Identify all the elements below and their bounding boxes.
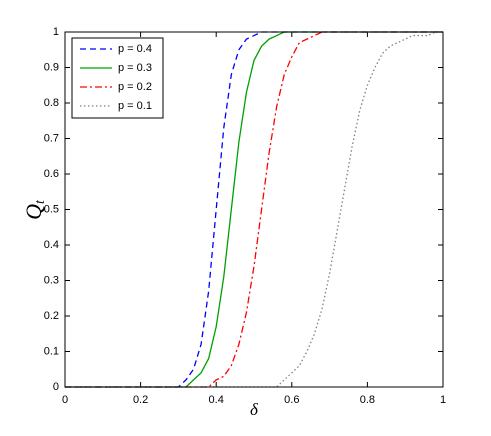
y-tick-label: 0.1 [44, 345, 59, 357]
y-tick-label: 0.5 [44, 203, 59, 215]
legend-box [71, 37, 164, 119]
x-tick-label: 0 [62, 394, 68, 406]
y-tick-label: 0.8 [44, 97, 59, 109]
x-tick-label: 1 [440, 394, 446, 406]
legend: p = 0.4 p = 0.3 p = 0.2 p = 0.1 [71, 37, 164, 119]
y-tick-label: 0.6 [44, 168, 59, 180]
y-tick-label: 0.9 [44, 61, 59, 73]
x-axis-label: δ [250, 400, 259, 419]
y-tick-label: 0.3 [44, 274, 59, 286]
y-tick-label: 1 [53, 26, 59, 38]
y-label-sub: t [33, 199, 48, 204]
x-tick-label: 0.6 [284, 394, 299, 406]
plot-frame [64, 31, 444, 388]
y-tick-label: 0.7 [44, 132, 59, 144]
legend-label: p = 0.4 [118, 43, 152, 55]
y-label-main: Q [21, 204, 46, 220]
legend-label: p = 0.1 [118, 100, 152, 112]
legend-label: p = 0.3 [118, 62, 152, 74]
x-tick-label: 0.8 [360, 394, 375, 406]
legend-label: p = 0.2 [118, 81, 152, 93]
y-axis-label: Qt [21, 199, 48, 220]
y-tick-label: 0.2 [44, 310, 59, 322]
x-tick-label: 0.2 [133, 394, 148, 406]
y-tick-label: 0 [53, 381, 59, 393]
x-tick-label: 0.4 [209, 394, 224, 406]
y-tick-label: 0.4 [44, 239, 59, 251]
